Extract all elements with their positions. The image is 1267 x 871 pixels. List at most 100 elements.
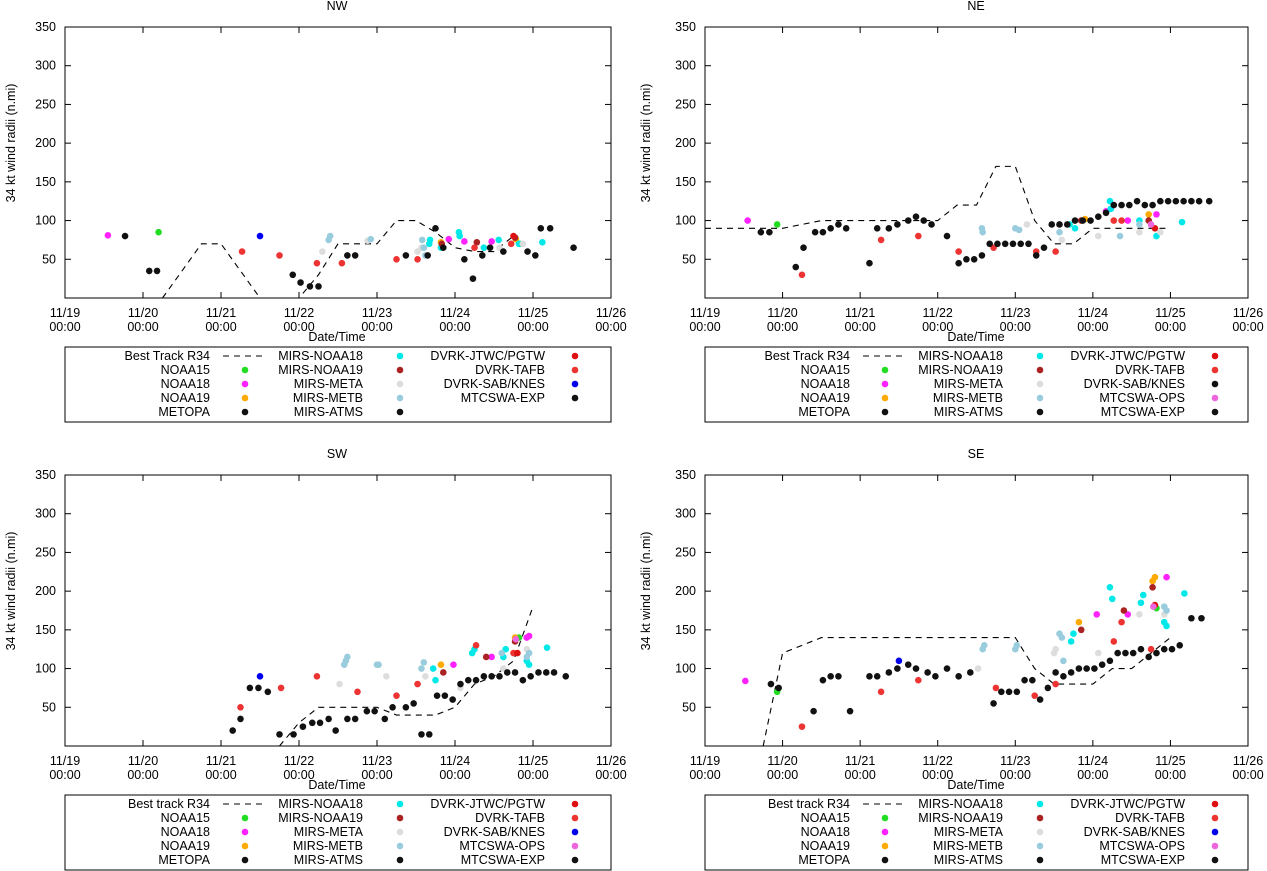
data-point bbox=[1151, 573, 1159, 581]
y-tick-label: 150 bbox=[35, 623, 56, 637]
series-dvrk_tafb bbox=[238, 240, 515, 267]
x-tick-label-date: 11/23 bbox=[362, 754, 392, 768]
legend-swatch bbox=[1036, 380, 1044, 388]
data-point bbox=[539, 238, 546, 246]
legend-swatch bbox=[1036, 394, 1044, 402]
data-point bbox=[535, 669, 542, 676]
data-point bbox=[1044, 684, 1052, 692]
data-point bbox=[562, 673, 570, 680]
legend-swatch bbox=[571, 814, 579, 822]
data-point bbox=[527, 673, 534, 680]
x-tick-label-date: 11/20 bbox=[767, 306, 797, 320]
data-point bbox=[1071, 217, 1079, 224]
data-point bbox=[955, 673, 962, 680]
data-point bbox=[1013, 688, 1021, 696]
legend-label: MTCSWA-EXP bbox=[461, 391, 545, 405]
data-point bbox=[426, 236, 434, 244]
data-point bbox=[1009, 240, 1017, 248]
data-point bbox=[1077, 626, 1085, 634]
legend-label: MTCSWA-EXP bbox=[461, 853, 545, 867]
legend-swatch bbox=[1036, 408, 1044, 416]
legend-swatch bbox=[1036, 352, 1044, 360]
data-point bbox=[1157, 197, 1164, 205]
data-point bbox=[1052, 669, 1059, 676]
legend-label: MIRS-METB bbox=[293, 839, 363, 853]
data-point bbox=[1118, 201, 1125, 209]
panel-title: SE bbox=[968, 447, 985, 461]
legend-label: MIRS-META bbox=[294, 377, 364, 391]
data-point bbox=[422, 673, 429, 680]
panel-nw: NW 34 kt wind radii (n.mi) Date/Time 50 1… bbox=[4, 0, 627, 423]
data-point bbox=[381, 715, 389, 723]
data-point bbox=[1063, 221, 1071, 228]
data-point bbox=[877, 236, 885, 244]
data-point bbox=[1126, 201, 1133, 209]
data-point bbox=[433, 692, 441, 699]
data-point bbox=[1114, 649, 1121, 657]
data-point bbox=[1120, 607, 1128, 614]
y-axis-label: 34 kt wind radii (n.mi) bbox=[639, 532, 653, 651]
data-point bbox=[980, 642, 988, 649]
data-point bbox=[1067, 669, 1075, 676]
legend-swatch bbox=[241, 366, 249, 374]
data-point bbox=[766, 228, 773, 236]
data-point bbox=[276, 252, 283, 259]
data-point bbox=[326, 232, 334, 240]
legend-swatch bbox=[1036, 800, 1044, 808]
x-tick-label-date: 11/24 bbox=[440, 754, 470, 768]
legend-swatch bbox=[881, 814, 889, 822]
x-tick-label-date: 11/21 bbox=[845, 754, 875, 768]
data-point bbox=[773, 221, 781, 228]
y-tick-label: 200 bbox=[675, 136, 696, 150]
data-point bbox=[1110, 201, 1118, 209]
data-point bbox=[104, 231, 112, 239]
data-point bbox=[1176, 642, 1184, 649]
data-point bbox=[344, 653, 351, 661]
x-tick-label-date: 11/19 bbox=[690, 306, 720, 320]
data-point bbox=[970, 255, 978, 263]
data-point bbox=[1110, 217, 1118, 224]
data-point bbox=[1058, 236, 1066, 244]
data-point bbox=[542, 669, 550, 676]
data-point bbox=[1172, 197, 1180, 205]
data-point bbox=[1150, 603, 1157, 610]
legend-label: MIRS-NOAA19 bbox=[918, 811, 1003, 825]
data-point bbox=[757, 228, 765, 236]
series-mirs_noaa18 bbox=[1067, 583, 1188, 645]
panel-se: SE 34 kt wind radii (n.mi) Date/Time 50 1… bbox=[639, 447, 1264, 871]
y-axis-label: 34 kt wind radii (n.mi) bbox=[4, 84, 18, 203]
data-point bbox=[316, 719, 324, 727]
data-point bbox=[955, 259, 962, 267]
legend-label: NOAA15 bbox=[801, 811, 850, 825]
x-tick-label-date: 11/20 bbox=[767, 754, 797, 768]
data-point bbox=[866, 673, 873, 680]
legend-swatch bbox=[1211, 800, 1219, 808]
legend-label: DVRK-TAFB bbox=[1115, 811, 1185, 825]
legend-swatch bbox=[881, 408, 889, 416]
data-point bbox=[354, 688, 361, 696]
data-point bbox=[1056, 228, 1063, 236]
legend-label: DVRK-JTWC/PGTW bbox=[1070, 349, 1185, 363]
x-tick-label-time: 00:00 bbox=[689, 768, 720, 782]
y-tick-label: 250 bbox=[675, 97, 696, 111]
data-point bbox=[1205, 197, 1213, 205]
plot-frame bbox=[64, 474, 612, 747]
legend-label: MTCSWA-EXP bbox=[1101, 405, 1185, 419]
legend-swatch bbox=[1211, 828, 1219, 836]
data-point bbox=[1149, 583, 1156, 591]
data-point bbox=[1147, 645, 1155, 653]
legend-swatch bbox=[1211, 394, 1219, 402]
data-point bbox=[313, 673, 321, 680]
data-point bbox=[473, 238, 481, 246]
legend-swatch bbox=[1211, 408, 1219, 416]
data-point bbox=[418, 731, 425, 738]
data-point bbox=[450, 661, 457, 668]
data-point bbox=[811, 228, 819, 236]
legend-swatch bbox=[1211, 352, 1219, 360]
legend-label: METOPA bbox=[798, 853, 850, 867]
series-mirs_metb bbox=[979, 603, 1170, 665]
x-axis-label: Date/Time bbox=[947, 330, 1004, 344]
data-point bbox=[966, 669, 974, 676]
data-point bbox=[986, 240, 993, 248]
data-point bbox=[835, 221, 842, 228]
